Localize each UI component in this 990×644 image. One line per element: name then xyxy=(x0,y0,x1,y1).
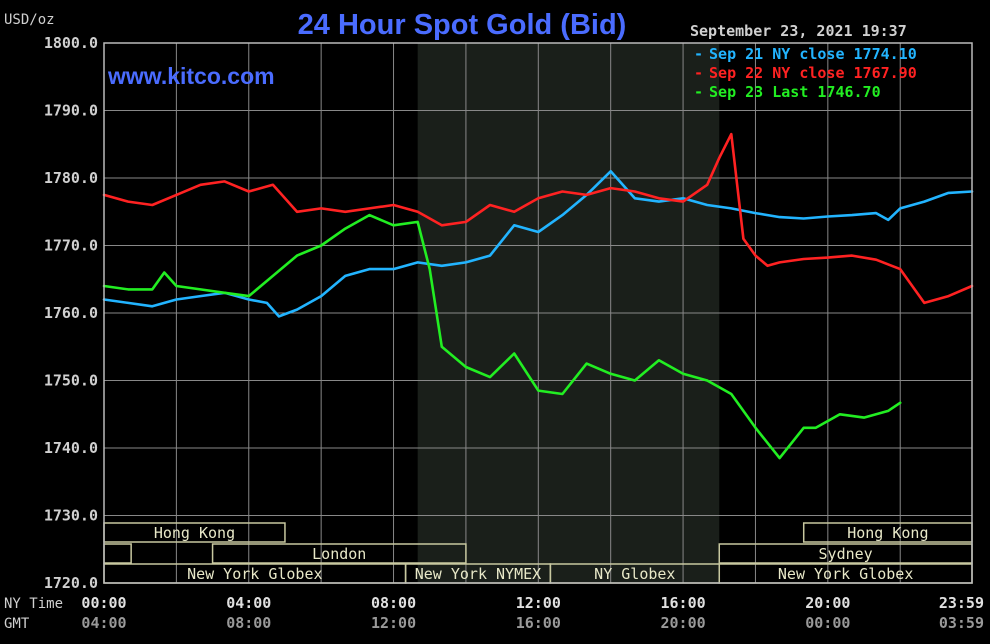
chart-title: 24 Hour Spot Gold (Bid) xyxy=(298,9,627,41)
y-tick-label: 1780.0 xyxy=(44,169,98,187)
session-bar xyxy=(211,543,467,564)
series-line-2 xyxy=(102,213,902,460)
y-tick-label: 1740.0 xyxy=(44,439,98,457)
session-label: New York Globex xyxy=(778,565,913,583)
gmt-tick: 12:00 xyxy=(371,614,416,632)
series-line-1 xyxy=(102,132,974,305)
y-tick-label: 1750.0 xyxy=(44,372,98,390)
y-tick-label: 1760.0 xyxy=(44,304,98,322)
y-tick-label: 1730.0 xyxy=(44,507,98,525)
gmt-tick: 08:00 xyxy=(226,614,271,632)
axes: 1800.0 1790.0 1780.0 1770.0 1760.0 1750.0 1740… xyxy=(4,34,984,632)
session-label: New York NYMEX xyxy=(415,565,541,583)
y-tick-label: 1720.0 xyxy=(44,574,98,592)
ny-time-axis-title: NY Time xyxy=(4,596,63,612)
grid xyxy=(103,42,973,584)
y-axis-unit-label: USD/oz xyxy=(4,12,55,28)
legend-entry-sep21: - Sep 21 NY close 1774.10 xyxy=(694,45,917,63)
plot-frame xyxy=(103,42,973,584)
session-label: Sydney xyxy=(819,545,873,563)
legend-entry-sep23: - Sep 23 Last 1746.70 xyxy=(694,83,881,101)
ny-time-tick: 20:00 xyxy=(805,594,850,612)
chart-timestamp: September 23, 2021 19:37 xyxy=(690,22,907,40)
series-line-0 xyxy=(102,170,974,318)
gmt-tick: 16:00 xyxy=(516,614,561,632)
gmt-tick: 04:00 xyxy=(81,614,126,632)
y-tick-label: 1800.0 xyxy=(44,34,98,52)
gmt-tick: 03:59 xyxy=(939,614,984,632)
ny-time-tick: 00:00 xyxy=(81,594,126,612)
gmt-tick: 20:00 xyxy=(660,614,705,632)
gmt-tick: 00:00 xyxy=(805,614,850,632)
chart-subtitle: www.kitco.com xyxy=(107,63,275,89)
y-tick-label: 1770.0 xyxy=(44,237,98,255)
legend-entry-sep22: - Sep 22 NY close 1767.90 xyxy=(694,64,917,82)
ny-time-tick: 16:00 xyxy=(660,594,705,612)
session-label: Hong Kong xyxy=(847,524,928,542)
session-label: New York Globex xyxy=(187,565,322,583)
session-label: Hong Kong xyxy=(154,524,235,542)
legend: - Sep 21 NY close 1774.10 - Sep 22 NY clos… xyxy=(694,45,917,101)
series-lines xyxy=(102,132,974,460)
ny-time-tick: 08:00 xyxy=(371,594,416,612)
session-label: NY Globex xyxy=(594,565,675,583)
y-tick-label: 1790.0 xyxy=(44,102,98,120)
session-label: London xyxy=(312,545,366,563)
ny-time-tick: 23:59 xyxy=(939,594,984,612)
gmt-axis-title: GMT xyxy=(4,616,30,632)
ny-time-tick: 04:00 xyxy=(226,594,271,612)
ny-time-tick: 12:00 xyxy=(516,594,561,612)
